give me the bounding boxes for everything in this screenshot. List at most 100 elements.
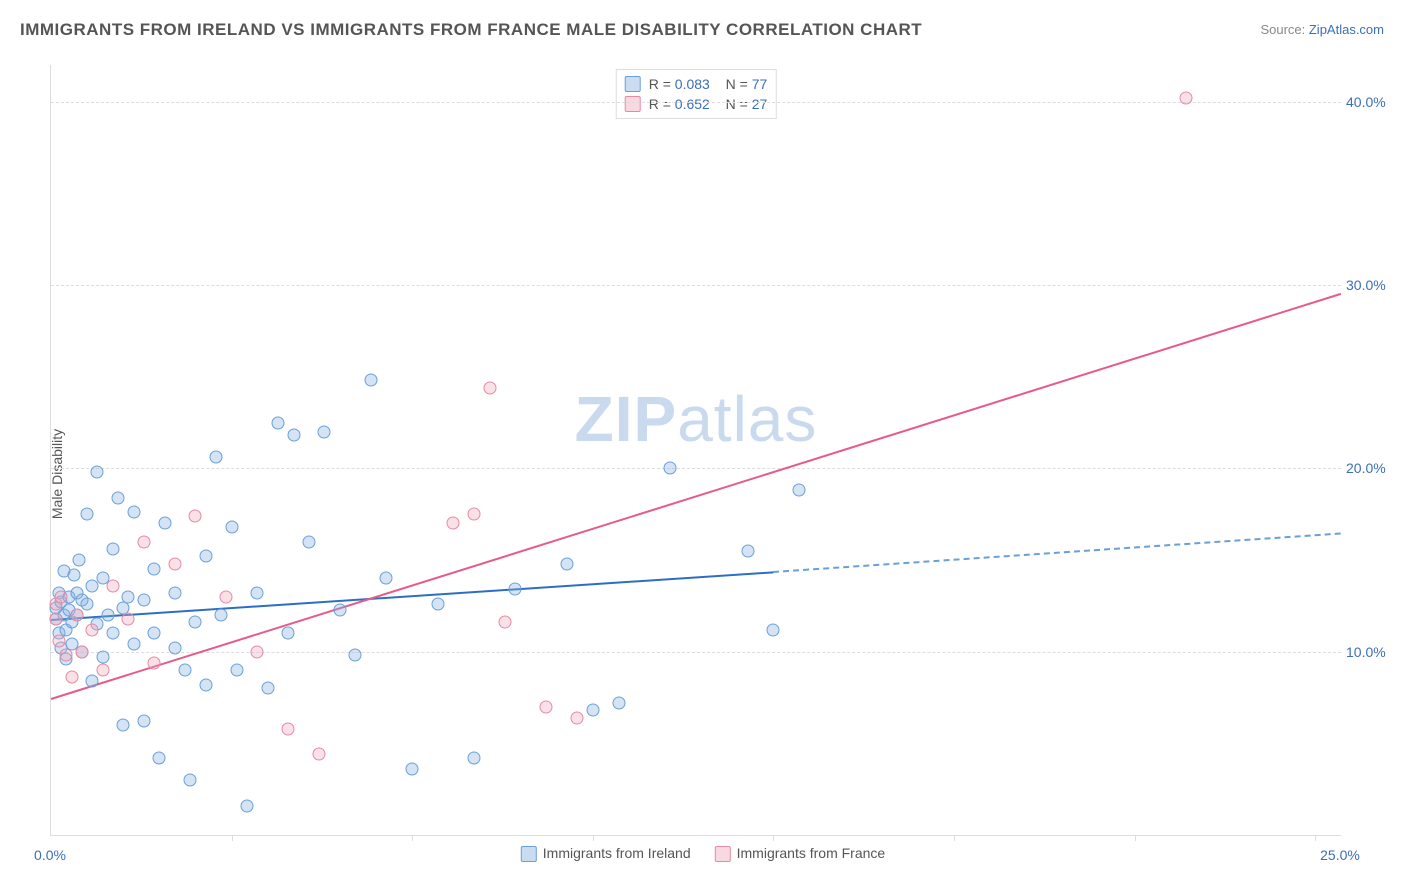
- scatter-point: [272, 416, 285, 429]
- scatter-point: [364, 374, 377, 387]
- scatter-point: [499, 616, 512, 629]
- x-tick-mark: [232, 835, 233, 841]
- grid-line: [51, 652, 1341, 653]
- scatter-point: [447, 517, 460, 530]
- x-tick-max: 25.0%: [1320, 847, 1360, 863]
- x-tick-mark: [593, 835, 594, 841]
- legend-r-val-france: 0.652: [675, 96, 710, 112]
- scatter-point: [282, 722, 295, 735]
- scatter-point: [303, 535, 316, 548]
- legend-stats: R = 0.083 N = 77 R = 0.652 N = 27: [616, 69, 777, 119]
- chart-title: IMMIGRANTS FROM IRELAND VS IMMIGRANTS FR…: [20, 20, 922, 40]
- legend-swatch-icon: [521, 846, 537, 862]
- source-prefix: Source:: [1260, 22, 1308, 37]
- scatter-point: [179, 664, 192, 677]
- legend-r-key: R =: [649, 96, 671, 112]
- x-tick-mark: [954, 835, 955, 841]
- chart-container: Male Disability ZIPatlas R = 0.083 N = 7…: [0, 55, 1406, 892]
- scatter-point: [55, 590, 68, 603]
- scatter-point: [318, 425, 331, 438]
- x-tick-mark: [773, 835, 774, 841]
- scatter-point: [96, 664, 109, 677]
- scatter-point: [664, 462, 677, 475]
- legend-n-france: N = 27: [718, 96, 767, 112]
- y-tick-label: 10.0%: [1346, 644, 1396, 660]
- plot-area: ZIPatlas R = 0.083 N = 77 R = 0.652: [50, 65, 1341, 836]
- legend-series: Immigrants from Ireland Immigrants from …: [521, 845, 885, 862]
- scatter-point: [251, 587, 264, 600]
- scatter-point: [65, 671, 78, 684]
- scatter-point: [148, 563, 161, 576]
- scatter-point: [101, 609, 114, 622]
- scatter-point: [96, 651, 109, 664]
- scatter-point: [153, 752, 166, 765]
- scatter-point: [168, 587, 181, 600]
- legend-item-ireland: Immigrants from Ireland: [521, 845, 691, 862]
- scatter-point: [793, 484, 806, 497]
- legend-n-ireland: N = 77: [718, 76, 767, 92]
- scatter-point: [106, 543, 119, 556]
- y-tick-label: 40.0%: [1346, 94, 1396, 110]
- grid-line: [51, 102, 1341, 103]
- scatter-point: [468, 508, 481, 521]
- legend-n-val-france: 27: [752, 96, 768, 112]
- scatter-point: [117, 719, 130, 732]
- legend-swatch-icon: [715, 846, 731, 862]
- scatter-point: [349, 649, 362, 662]
- scatter-point: [380, 572, 393, 585]
- source-link[interactable]: ZipAtlas.com: [1309, 22, 1384, 37]
- scatter-point: [122, 612, 135, 625]
- scatter-point: [112, 491, 125, 504]
- source-attribution: Source: ZipAtlas.com: [1260, 22, 1384, 37]
- scatter-point: [106, 627, 119, 640]
- scatter-point: [106, 579, 119, 592]
- scatter-point: [586, 704, 599, 717]
- scatter-point: [210, 451, 223, 464]
- scatter-point: [241, 799, 254, 812]
- y-tick-label: 30.0%: [1346, 277, 1396, 293]
- scatter-point: [91, 466, 104, 479]
- scatter-point: [230, 664, 243, 677]
- scatter-point: [261, 682, 274, 695]
- legend-label-france: Immigrants from France: [737, 845, 886, 861]
- x-tick-min: 0.0%: [34, 847, 66, 863]
- watermark: ZIPatlas: [575, 382, 818, 456]
- scatter-point: [432, 598, 445, 611]
- scatter-point: [52, 634, 65, 647]
- scatter-point: [73, 554, 86, 567]
- x-tick-mark: [412, 835, 413, 841]
- scatter-point: [282, 627, 295, 640]
- scatter-point: [741, 544, 754, 557]
- watermark-bold: ZIP: [575, 383, 678, 455]
- scatter-point: [184, 774, 197, 787]
- scatter-point: [168, 642, 181, 655]
- legend-stats-row-france: R = 0.652 N = 27: [625, 94, 768, 114]
- scatter-point: [148, 627, 161, 640]
- scatter-point: [127, 638, 140, 651]
- scatter-point: [483, 381, 496, 394]
- scatter-point: [137, 535, 150, 548]
- scatter-point: [189, 616, 202, 629]
- x-tick-mark: [1135, 835, 1136, 841]
- scatter-point: [767, 623, 780, 636]
- scatter-point: [313, 748, 326, 761]
- legend-r-france: R = 0.652: [649, 96, 710, 112]
- scatter-point: [251, 645, 264, 658]
- scatter-point: [60, 649, 73, 662]
- scatter-point: [148, 656, 161, 669]
- scatter-point: [75, 645, 88, 658]
- scatter-point: [406, 763, 419, 776]
- scatter-point: [137, 594, 150, 607]
- trend-line: [773, 533, 1341, 573]
- grid-line: [51, 285, 1341, 286]
- scatter-point: [1180, 92, 1193, 105]
- scatter-point: [127, 506, 140, 519]
- legend-n-key: N =: [726, 96, 748, 112]
- trend-line: [51, 571, 774, 621]
- scatter-point: [81, 508, 94, 521]
- scatter-point: [81, 598, 94, 611]
- scatter-point: [137, 715, 150, 728]
- scatter-point: [333, 603, 346, 616]
- legend-n-key: N =: [726, 76, 748, 92]
- scatter-point: [540, 700, 553, 713]
